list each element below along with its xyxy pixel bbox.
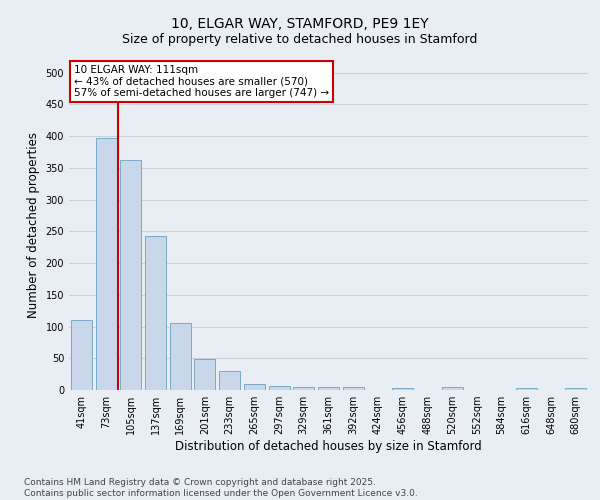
Bar — [120, 160, 141, 390]
Text: Contains HM Land Registry data © Crown copyright and database right 2025.
Contai: Contains HM Land Registry data © Crown c… — [24, 478, 418, 498]
X-axis label: Distribution of detached houses by size in Stamford: Distribution of detached houses by size … — [175, 440, 482, 453]
Bar — [219, 371, 240, 390]
Bar — [71, 320, 92, 390]
Bar — [318, 387, 339, 390]
Text: 10 ELGAR WAY: 111sqm
← 43% of detached houses are smaller (570)
57% of semi-deta: 10 ELGAR WAY: 111sqm ← 43% of detached h… — [74, 65, 329, 98]
Bar — [442, 387, 463, 390]
Bar — [95, 138, 116, 390]
Bar — [269, 386, 290, 390]
Text: 10, ELGAR WAY, STAMFORD, PE9 1EY: 10, ELGAR WAY, STAMFORD, PE9 1EY — [171, 18, 429, 32]
Bar — [516, 388, 537, 390]
Bar — [565, 388, 586, 390]
Bar — [343, 387, 364, 390]
Bar — [293, 387, 314, 390]
Bar — [392, 388, 413, 390]
Bar — [194, 359, 215, 390]
Bar — [244, 384, 265, 390]
Bar — [170, 324, 191, 390]
Y-axis label: Number of detached properties: Number of detached properties — [27, 132, 40, 318]
Bar — [145, 236, 166, 390]
Text: Size of property relative to detached houses in Stamford: Size of property relative to detached ho… — [122, 32, 478, 46]
